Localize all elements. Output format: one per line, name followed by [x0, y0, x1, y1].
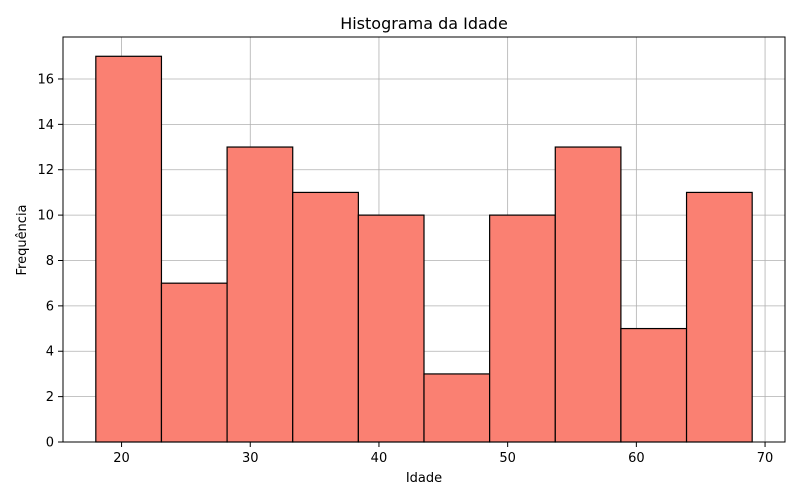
- x-tick-label: 20: [113, 451, 130, 466]
- histogram-bar: [160, 282, 228, 443]
- x-tick-label: 60: [628, 451, 645, 466]
- x-axis-title: Idade: [406, 471, 442, 486]
- x-tick-label: 70: [757, 451, 774, 466]
- x-tick-label: 50: [499, 451, 516, 466]
- y-tick-label: 4: [46, 345, 54, 360]
- x-axis-ticks: 20 30 40 50 60 70: [113, 442, 773, 466]
- histogram-bar: [620, 327, 688, 443]
- plot-frame: [62, 36, 786, 443]
- histogram-bar: [554, 146, 622, 443]
- y-tick-label: 16: [37, 72, 54, 87]
- bars: [95, 55, 753, 443]
- grid: [63, 37, 785, 443]
- x-tick-label: 40: [371, 451, 388, 466]
- y-tick-label: 12: [37, 163, 54, 178]
- histogram-bar: [292, 191, 359, 443]
- histogram-bar: [423, 373, 491, 443]
- histogram-bar: [357, 214, 425, 443]
- histogram-bar: [226, 146, 294, 443]
- y-tick-label: 14: [37, 118, 54, 133]
- y-axis-title: Frequência: [15, 204, 30, 275]
- y-axis-ticks: 0 2 4 6 8 10 12 14 16: [37, 72, 63, 451]
- histogram-bar: [489, 214, 556, 443]
- y-tick-label: 6: [46, 299, 54, 314]
- x-tick-label: 30: [242, 451, 259, 466]
- y-tick-label: 0: [46, 436, 54, 451]
- y-tick-label: 8: [46, 254, 54, 269]
- chart-title: Histograma da Idade: [340, 14, 508, 33]
- y-tick-label: 10: [37, 209, 54, 224]
- y-tick-label: 2: [46, 390, 54, 405]
- histogram-bar: [685, 191, 753, 443]
- histogram-bar: [95, 55, 163, 443]
